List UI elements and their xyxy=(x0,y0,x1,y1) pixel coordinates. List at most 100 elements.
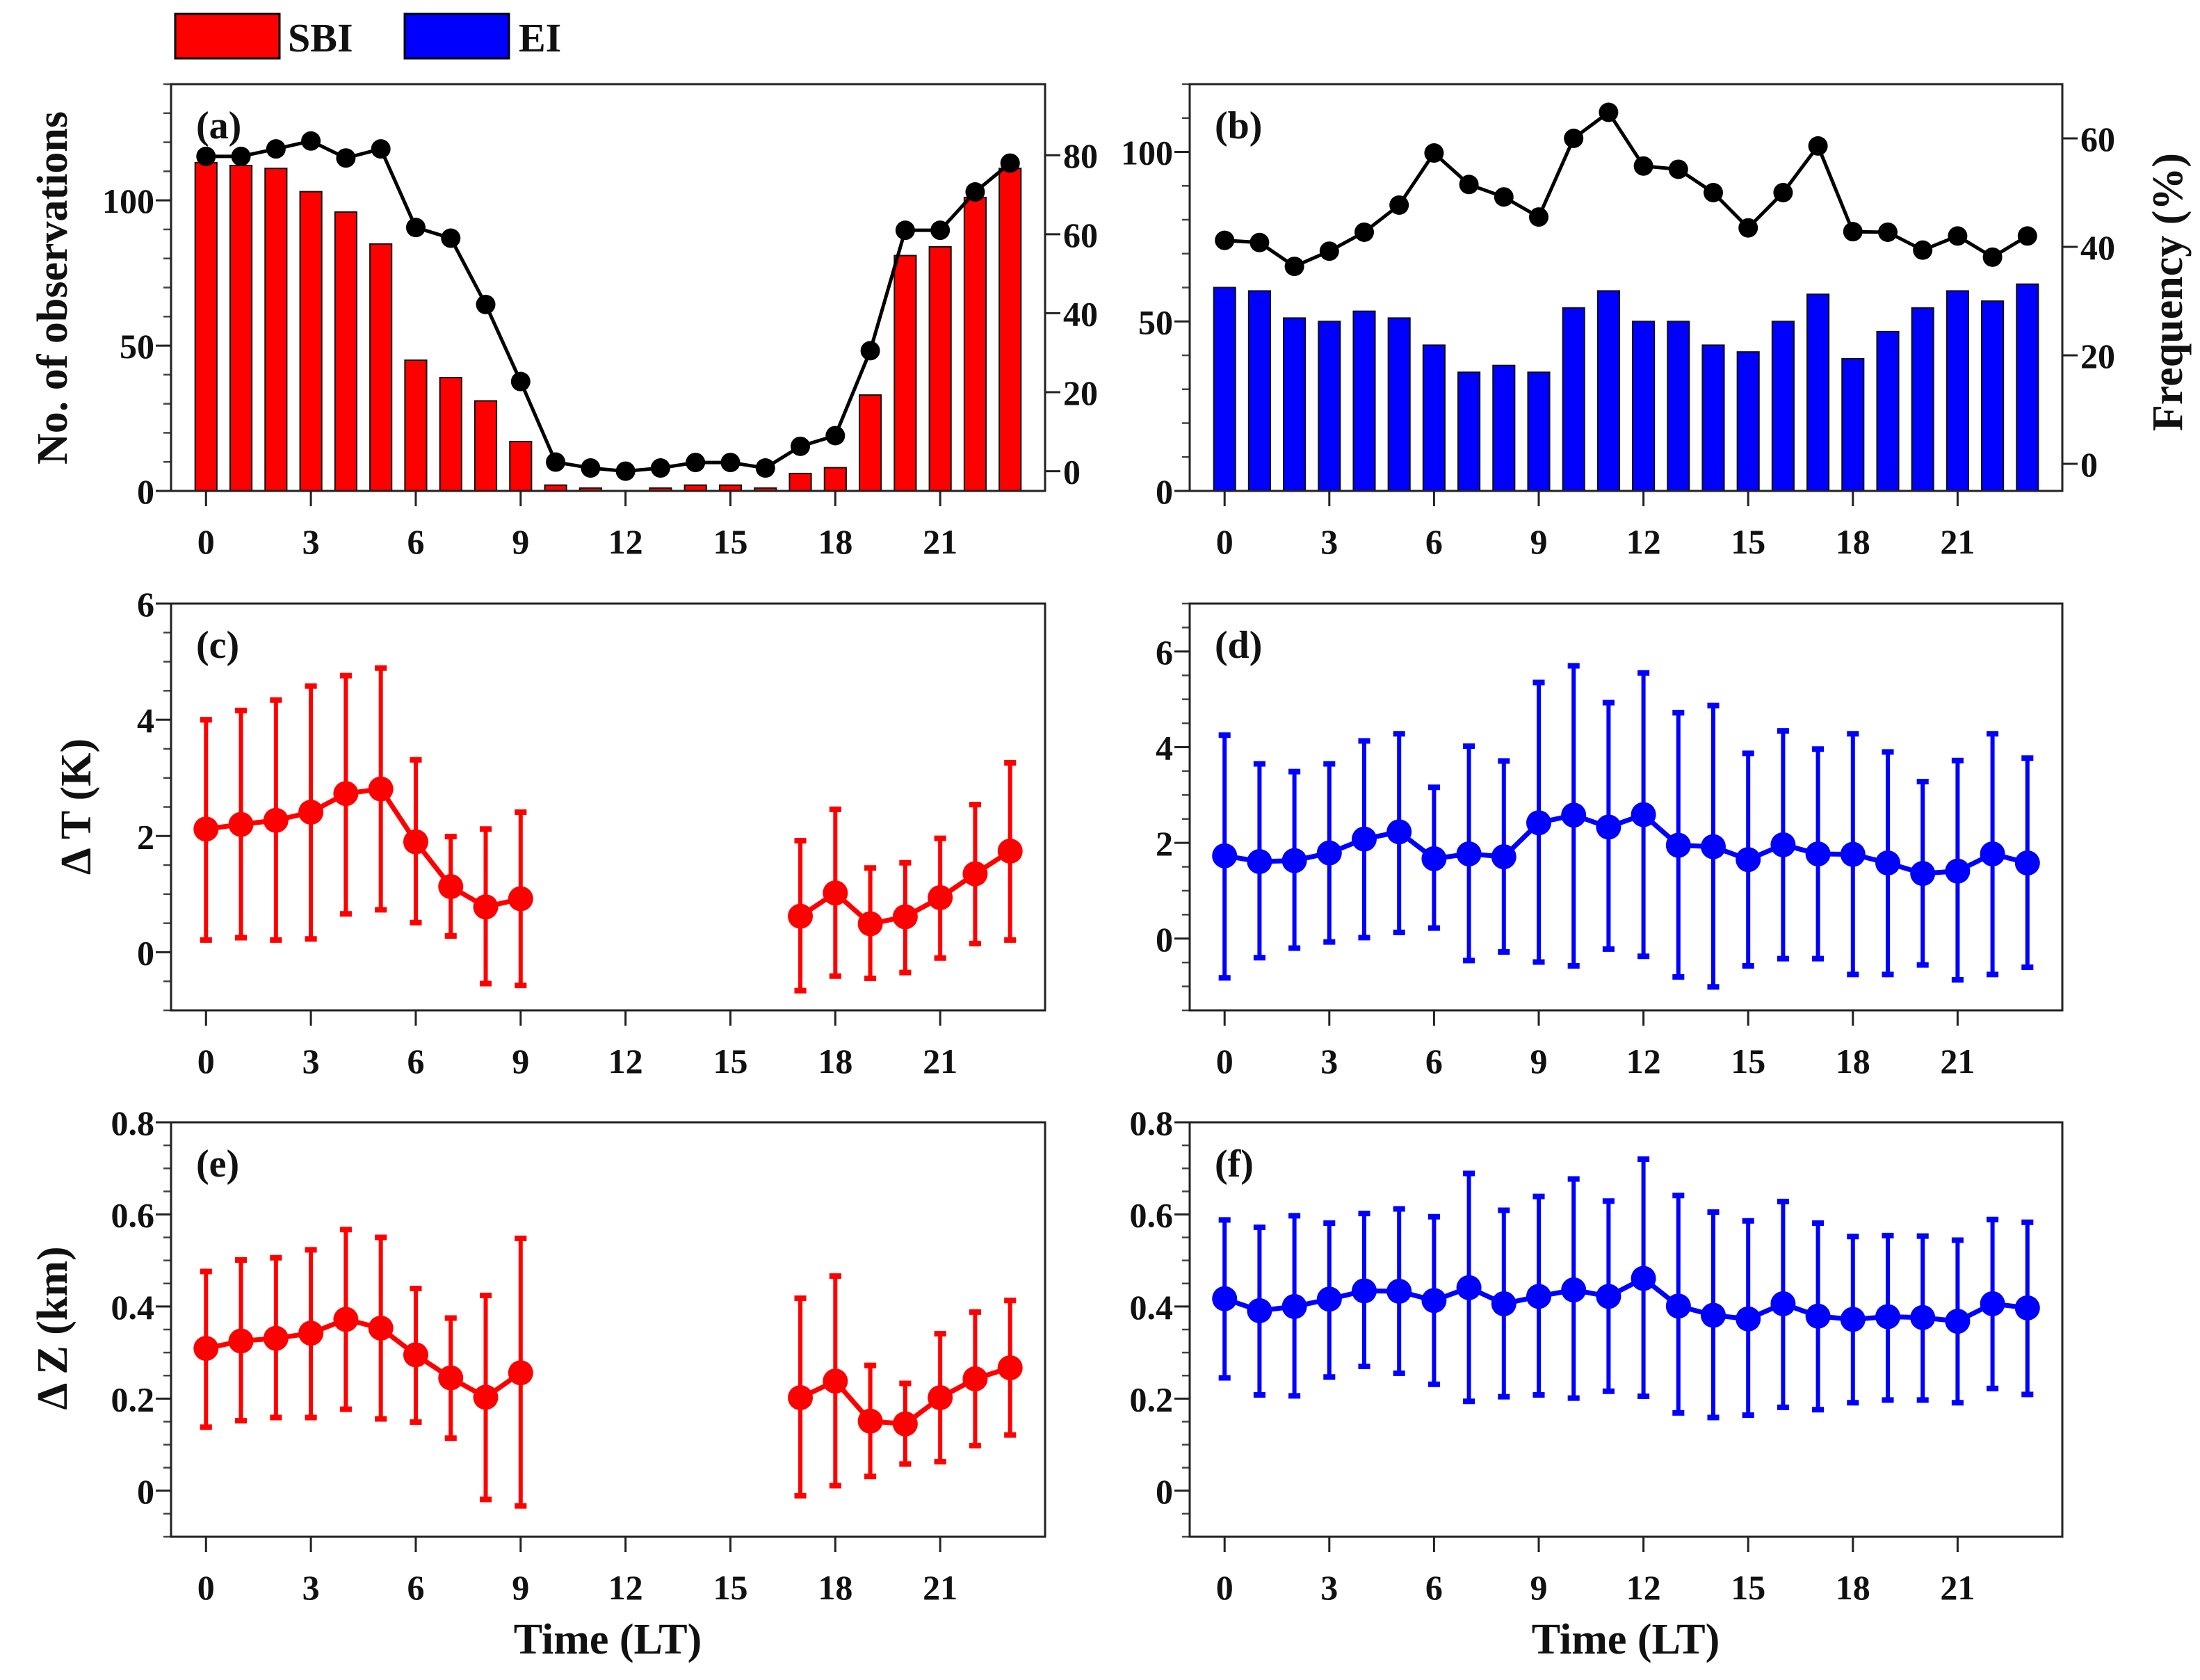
mean-point-hour-17 xyxy=(788,903,814,929)
y2-tick-label: 20 xyxy=(1063,373,1098,412)
x-axis-label-left: Time (LT) xyxy=(514,1616,702,1663)
mean-point-hour-4 xyxy=(1352,826,1377,852)
frequency-point-hour-19 xyxy=(1878,222,1898,242)
bar-hour-23 xyxy=(998,168,1022,492)
mean-point-hour-19 xyxy=(1875,850,1900,876)
mean-point-hour-22 xyxy=(1980,841,2005,866)
x-tick-label: 15 xyxy=(713,1568,747,1607)
mean-point-hour-12 xyxy=(1631,1266,1656,1291)
frequency-point-hour-7 xyxy=(441,228,461,248)
mean-point-hour-0 xyxy=(193,816,219,842)
mean-point-hour-9 xyxy=(1526,1284,1551,1309)
panel-label: (c) xyxy=(196,624,239,667)
x-tick-label: 9 xyxy=(1530,1568,1548,1607)
y-tick-label: 100 xyxy=(102,181,154,220)
frequency-point-hour-14 xyxy=(686,453,706,473)
frequency-point-hour-23 xyxy=(2017,226,2037,246)
mean-point-hour-19 xyxy=(1875,1304,1900,1330)
y-tick-label: 50 xyxy=(120,327,154,366)
y-tick-label: 0.2 xyxy=(1130,1380,1174,1419)
bar-hour-1 xyxy=(1247,290,1271,492)
panel-b: 0 3 6 9 12 15 18 21 0 50 100 0 20 40 60 (b) xyxy=(1121,83,2115,561)
mean-point-hour-3 xyxy=(1316,840,1342,866)
x-tick-label: 18 xyxy=(1836,1042,1870,1081)
panel-d: 0 3 6 9 12 15 18 21 0 2 4 6 (d) xyxy=(1156,602,2064,1081)
mean-point-hour-17 xyxy=(1805,1303,1831,1329)
y2-tick-label: 40 xyxy=(1063,294,1098,333)
mean-point-hour-12 xyxy=(1631,802,1656,827)
mean-point-hour-10 xyxy=(1561,802,1587,828)
legend-swatch-sbi xyxy=(174,13,281,60)
legend-label-sbi: SBI xyxy=(288,15,353,60)
mean-point-hour-2 xyxy=(263,1325,289,1351)
mean-point-hour-3 xyxy=(298,1320,324,1346)
mean-point-hour-22 xyxy=(962,861,988,887)
mean-point-hour-3 xyxy=(298,800,324,825)
frequency-point-hour-4 xyxy=(336,148,356,168)
bar-hour-22 xyxy=(1981,300,2005,492)
mean-point-hour-22 xyxy=(1980,1291,2005,1316)
mean-point-hour-8 xyxy=(473,1384,499,1410)
frequency-point-hour-18 xyxy=(1843,222,1863,242)
legend-swatch-ei xyxy=(403,13,510,60)
panel-label: (f) xyxy=(1215,1142,1254,1186)
x-tick-label: 12 xyxy=(1626,522,1661,561)
mean-line xyxy=(1224,811,2028,876)
x-tick-label: 21 xyxy=(1940,522,1975,561)
y-tick-label: 0.6 xyxy=(1130,1195,1174,1234)
mean-point-hour-4 xyxy=(333,1307,359,1332)
bar-hour-18 xyxy=(1841,357,1865,492)
bar-hour-3 xyxy=(299,191,323,492)
x-tick-label: 6 xyxy=(407,522,424,561)
y-tick-label: 2 xyxy=(137,817,154,856)
bar-hour-17 xyxy=(788,472,812,492)
frequency-point-hour-1 xyxy=(231,146,251,166)
frequency-point-hour-13 xyxy=(1668,159,1688,179)
mean-point-hour-20 xyxy=(1910,1305,1936,1330)
y-axis-label-frequency: Frequency (%) xyxy=(2144,153,2192,431)
frequency-point-hour-0 xyxy=(1215,230,1235,250)
mean-point-hour-11 xyxy=(1596,814,1621,840)
x-tick-label: 21 xyxy=(1940,1568,1975,1607)
x-tick-label: 15 xyxy=(713,522,747,561)
y-tick-label: 0.8 xyxy=(111,1104,155,1142)
y-tick-label: 50 xyxy=(1138,302,1173,341)
frequency-point-hour-12 xyxy=(1633,156,1653,176)
mean-point-hour-7 xyxy=(1456,841,1482,866)
mean-point-hour-13 xyxy=(1665,832,1691,858)
bar-hour-6 xyxy=(1422,344,1446,492)
mean-point-hour-23 xyxy=(2014,1295,2040,1320)
mean-point-hour-17 xyxy=(1805,841,1831,866)
x-tick-label: 6 xyxy=(1425,1042,1443,1081)
mean-line xyxy=(205,786,521,910)
frequency-point-hour-4 xyxy=(1354,222,1374,242)
plot-frame xyxy=(170,602,1046,1012)
frequency-point-hour-11 xyxy=(581,458,601,478)
y-axis-label-delta-z: Δ Z (km) xyxy=(29,1246,76,1410)
y-tick-label: 0 xyxy=(1156,472,1173,511)
mean-point-hour-4 xyxy=(1352,1278,1377,1304)
mean-point-hour-4 xyxy=(333,781,359,807)
x-tick-label: 0 xyxy=(1216,1042,1234,1081)
x-tick-label: 9 xyxy=(512,1042,529,1081)
mean-point-hour-13 xyxy=(1665,1293,1691,1319)
y-tick-label: 0 xyxy=(137,933,154,972)
bar-hour-18 xyxy=(823,467,847,492)
mean-point-hour-21 xyxy=(1945,1309,1971,1334)
frequency-point-hour-5 xyxy=(371,139,391,159)
x-tick-label: 21 xyxy=(1940,1042,1975,1081)
frequency-point-hour-20 xyxy=(895,220,915,241)
mean-point-hour-0 xyxy=(1212,1286,1238,1311)
x-tick-label: 12 xyxy=(608,1042,643,1081)
mean-point-hour-15 xyxy=(1736,847,1761,873)
x-tick-label: 9 xyxy=(1530,1042,1548,1081)
mean-point-hour-1 xyxy=(228,811,254,837)
bar-hour-7 xyxy=(1457,371,1481,492)
bar-hour-4 xyxy=(334,211,357,492)
x-tick-label: 21 xyxy=(923,522,957,561)
x-tick-label: 15 xyxy=(1731,1042,1765,1081)
frequency-point-hour-12 xyxy=(615,461,636,481)
frequency-point-hour-5 xyxy=(1389,195,1409,215)
frequency-point-hour-17 xyxy=(791,436,811,456)
y-tick-label: 6 xyxy=(137,585,154,624)
